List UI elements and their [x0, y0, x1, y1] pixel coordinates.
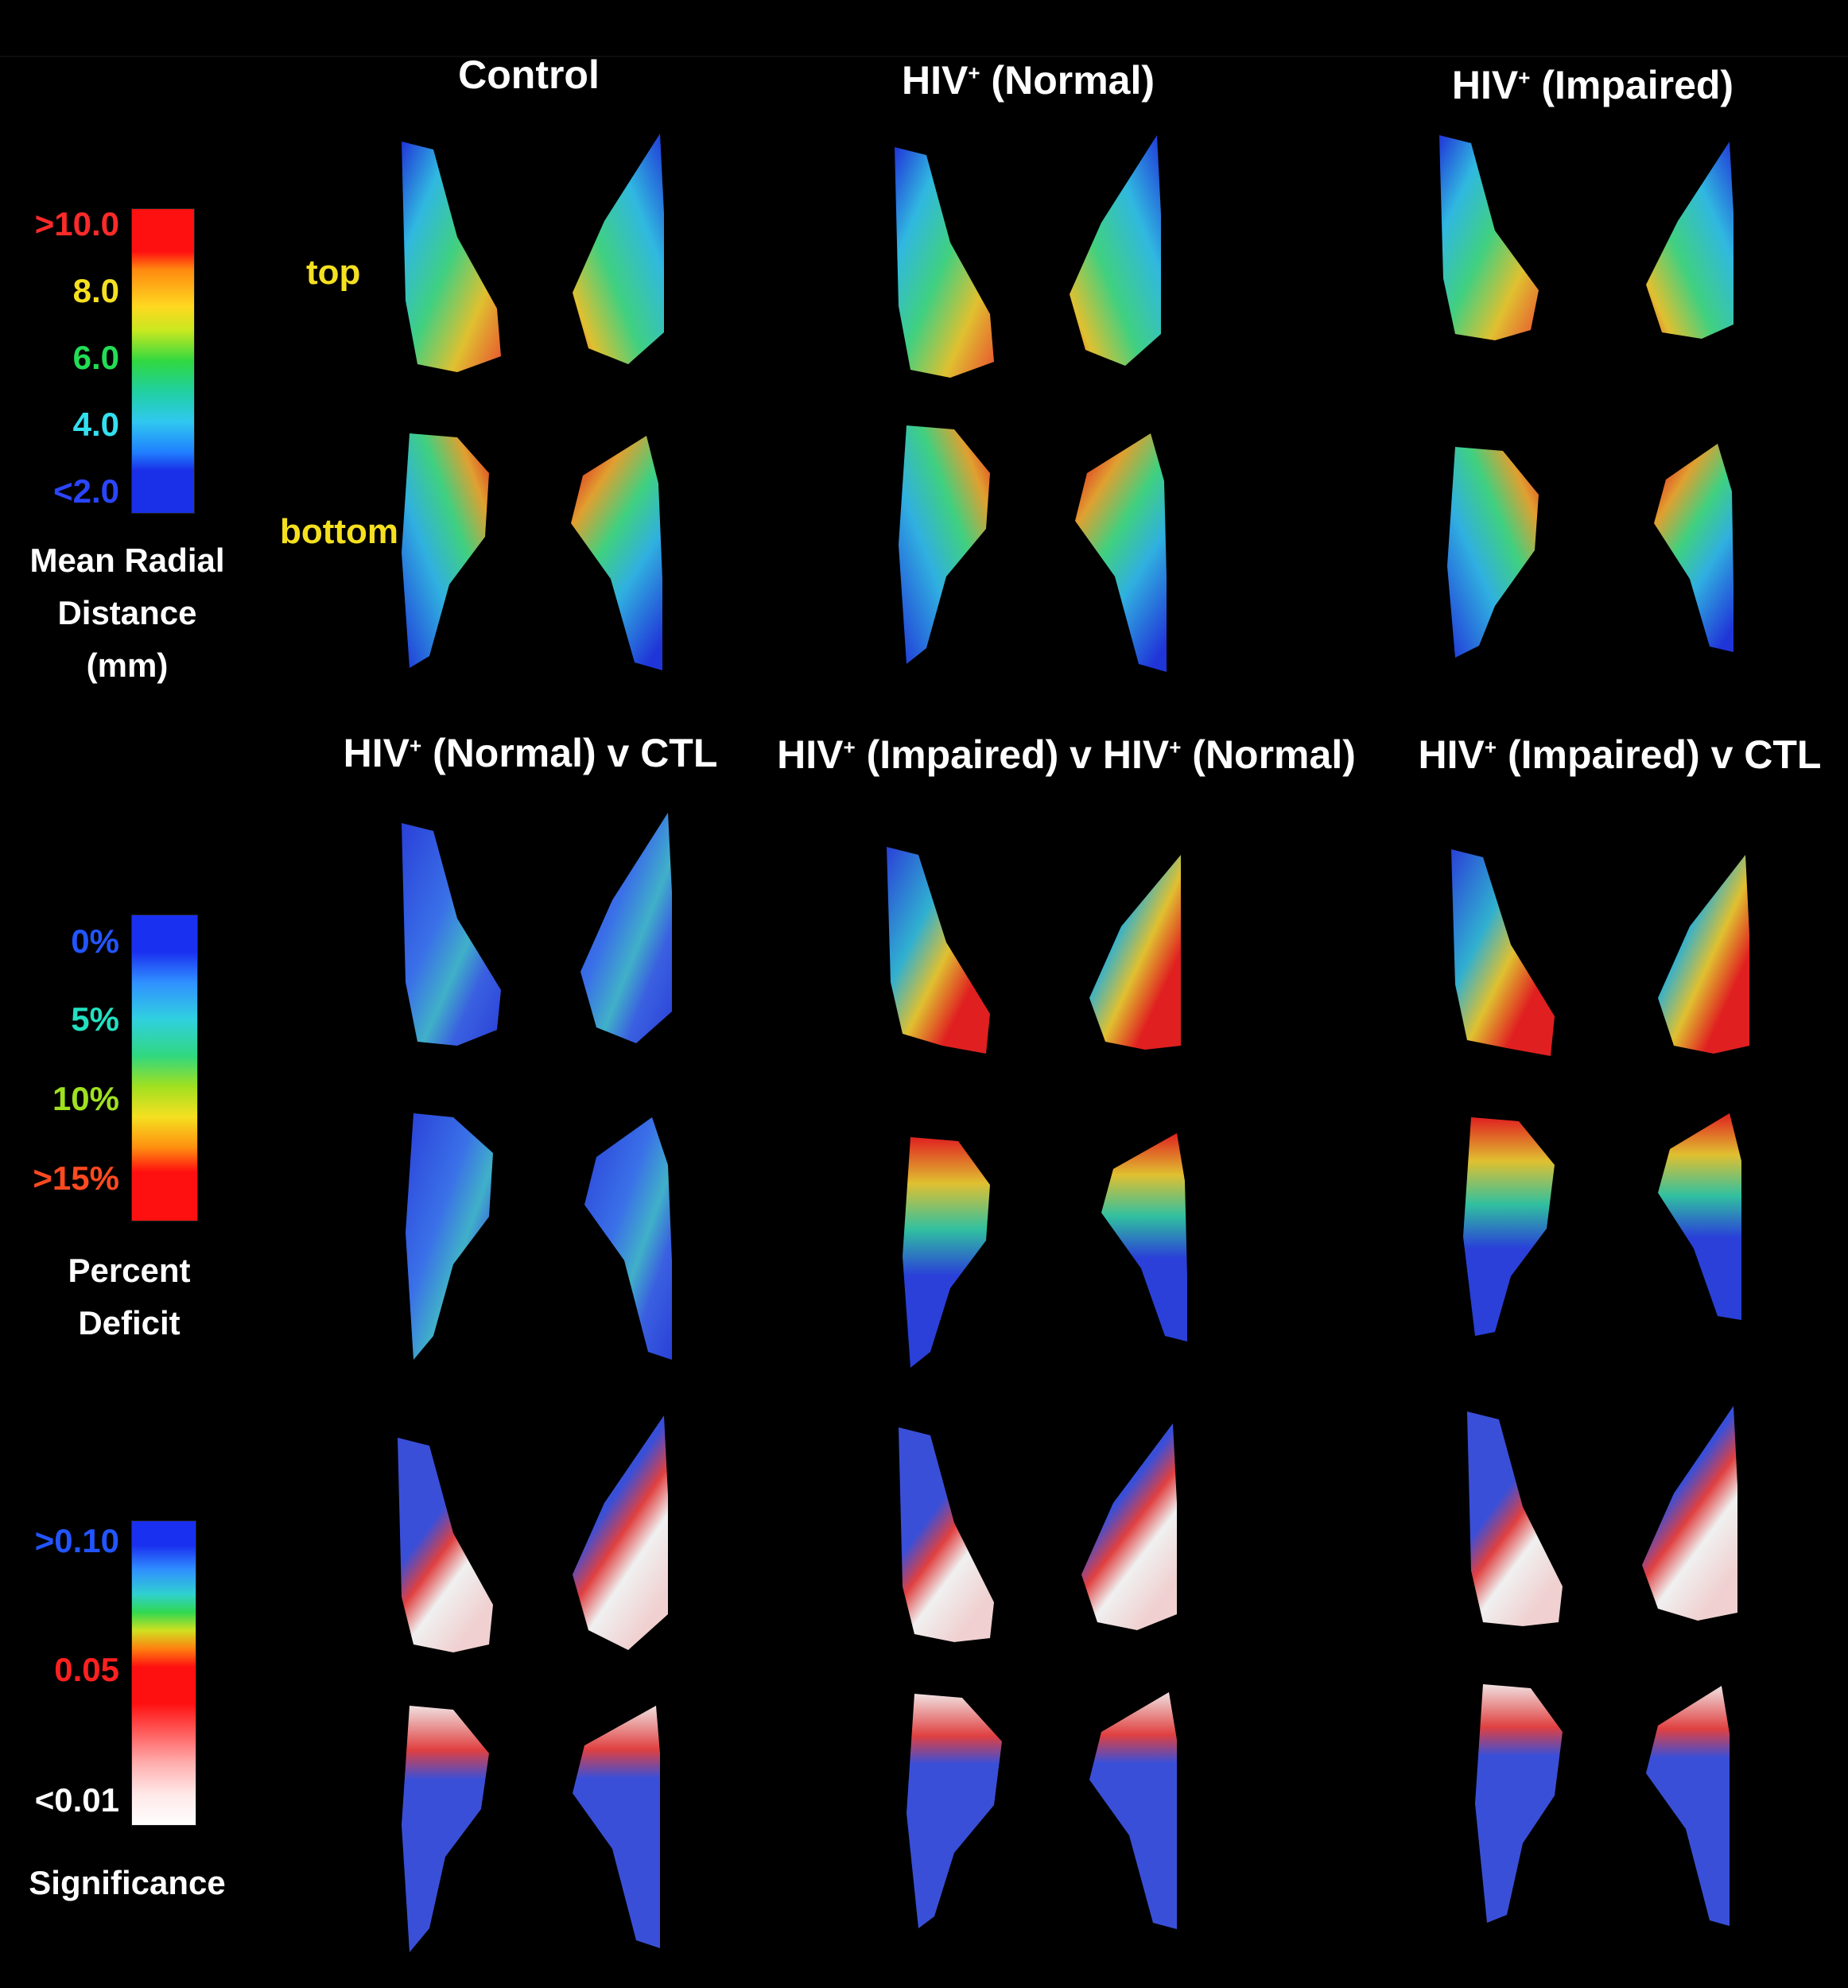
header-impaired-v-ctl: HIV+ (Impaired) v CTL — [1418, 732, 1822, 777]
deficit-tick-0: 0% — [71, 922, 119, 960]
sig-impaired-normal-bottom-left — [907, 1694, 1002, 1928]
control-bottom-right — [571, 436, 662, 670]
sig-normal-ctl-top-left — [398, 1438, 493, 1652]
view-label-top: top — [306, 253, 361, 292]
significance-tick-001: <0.01 — [34, 1781, 119, 1819]
header-hiv-normal: HIV+ (Normal) — [901, 58, 1155, 103]
significance-legend-title: Significance — [29, 1864, 226, 1901]
significance-colorbar — [131, 1520, 196, 1826]
header-normal-v-ctl: HIV+ (Normal) v CTL — [343, 731, 718, 775]
significance-tick-005: 0.05 — [54, 1651, 119, 1688]
radial-tick-2: <2.0 — [53, 472, 119, 510]
deficit-normal-ctl-bottom-left — [406, 1113, 493, 1360]
radial-tick-10: >10.0 — [34, 205, 119, 243]
sig-impaired-ctl-bottom-left — [1475, 1684, 1563, 1923]
sig-impaired-normal-top-left — [899, 1427, 994, 1642]
normal-bottom-left — [899, 425, 990, 664]
normal-top-left — [895, 147, 994, 378]
deficit-normal-ctl-top-right — [580, 813, 672, 1043]
deficit-colorbar — [131, 914, 198, 1221]
top-divider — [0, 56, 1848, 57]
significance-tick-010: >0.10 — [34, 1522, 119, 1559]
control-bottom-left — [402, 433, 489, 668]
deficit-impaired-ctl-bottom-right — [1658, 1113, 1741, 1320]
deficit-legend-title: Percent Deficit — [68, 1252, 191, 1342]
impaired-top-left — [1439, 135, 1539, 340]
radial-legend-title: Mean Radial Distance (mm) — [29, 542, 225, 684]
deficit-impaired-normal-bottom-right — [1101, 1133, 1187, 1342]
header-impaired-v-normal: HIV+ (Impaired) v HIV+ (Normal) — [777, 732, 1356, 777]
radial-tick-4: 4.0 — [72, 406, 119, 443]
radial-colorbar — [131, 208, 195, 514]
deficit-tick-10: 10% — [52, 1080, 119, 1117]
sig-normal-ctl-bottom-right — [573, 1706, 660, 1948]
control-top-right — [573, 134, 664, 364]
radial-tick-8: 8.0 — [72, 272, 119, 309]
deficit-normal-ctl-bottom-right — [584, 1117, 672, 1360]
sig-normal-ctl-top-right — [573, 1415, 668, 1650]
sig-impaired-normal-top-right — [1081, 1423, 1177, 1630]
deficit-impaired-ctl-top-left — [1451, 849, 1555, 1056]
deficit-impaired-normal-bottom-left — [903, 1137, 990, 1368]
deficit-impaired-ctl-bottom-left — [1463, 1117, 1555, 1336]
normal-bottom-right — [1075, 433, 1167, 672]
deficit-impaired-ctl-top-right — [1658, 855, 1749, 1054]
control-top-left — [402, 142, 501, 372]
deficit-impaired-normal-top-right — [1089, 855, 1181, 1050]
deficit-impaired-normal-top-left — [887, 847, 990, 1054]
deficit-normal-ctl-top-left — [402, 823, 501, 1046]
sig-impaired-ctl-top-left — [1467, 1411, 1563, 1626]
header-hiv-impaired: HIV+ (Impaired) — [1451, 63, 1734, 107]
impaired-bottom-left — [1447, 447, 1539, 658]
deficit-tick-5: 5% — [71, 1000, 119, 1038]
sig-impaired-normal-bottom-right — [1089, 1692, 1177, 1929]
sig-normal-ctl-bottom-left — [402, 1706, 489, 1952]
sig-impaired-ctl-top-right — [1642, 1406, 1737, 1621]
sig-impaired-ctl-bottom-right — [1646, 1686, 1730, 1926]
radial-tick-6: 6.0 — [72, 339, 119, 376]
impaired-bottom-right — [1654, 444, 1733, 652]
impaired-top-right — [1646, 142, 1733, 339]
normal-top-right — [1070, 135, 1161, 366]
view-label-bottom: bottom — [280, 512, 399, 551]
header-control: Control — [458, 52, 600, 97]
deficit-tick-15: >15% — [33, 1159, 119, 1197]
